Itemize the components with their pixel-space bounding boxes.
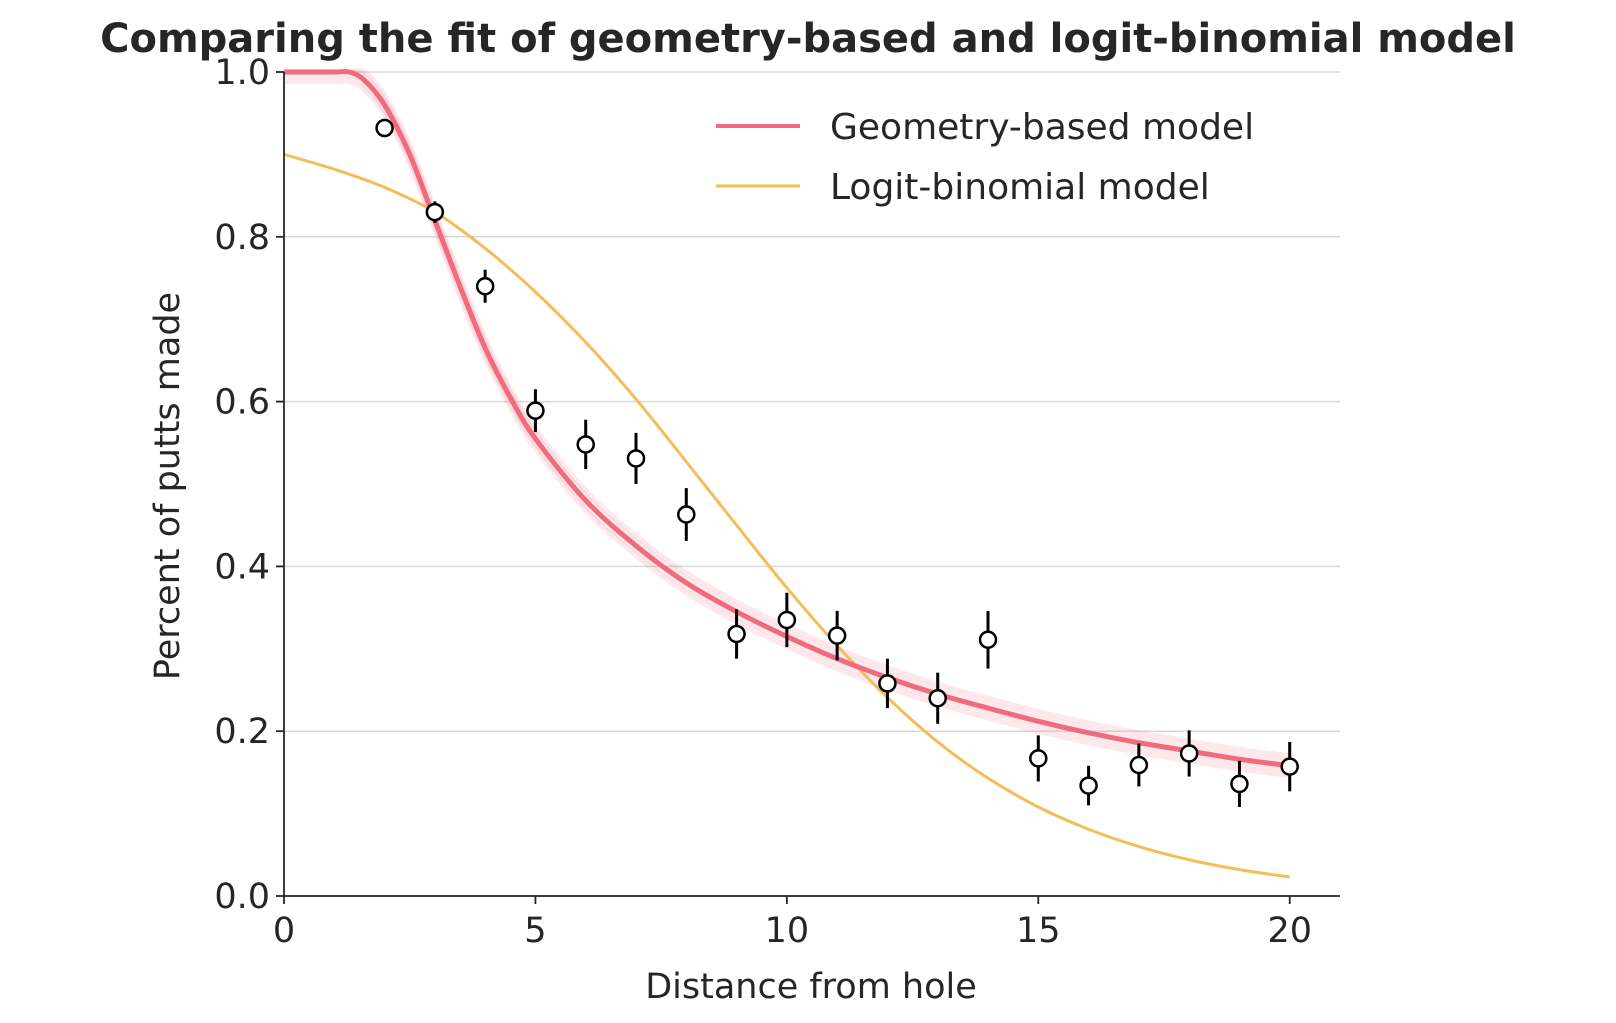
x-tick-label: 0: [273, 911, 295, 951]
x-tick-label: 15: [1016, 911, 1061, 951]
x-axis-label: Distance from hole: [645, 967, 977, 1007]
observed-marker: [425, 202, 445, 222]
series-lines: [283, 68, 1291, 879]
observed-marker: [878, 674, 897, 693]
legend-entry-logit: Logit-binomial model: [716, 167, 1210, 208]
observed-point: [425, 201, 445, 223]
tick-labels: 0 5 10 15 20 0.0 0.2 0.4 0.6 0.8 1.0: [214, 53, 1312, 951]
x-tick-label: 5: [524, 911, 546, 951]
observed-marker: [928, 688, 947, 708]
observed-marker: [576, 435, 595, 454]
observed-point: [1079, 765, 1098, 806]
observed-marker: [475, 276, 495, 296]
observed-point: [928, 672, 947, 724]
observed-marker: [1230, 774, 1249, 794]
y-axis-label: Percent of putts made: [148, 292, 188, 680]
y-tick-label: 0.6: [214, 383, 270, 423]
observed-point: [375, 118, 394, 138]
observed-marker: [777, 610, 797, 630]
observed-point: [878, 658, 897, 709]
observed-marker: [1079, 776, 1098, 795]
x-tick-label: 20: [1267, 911, 1312, 951]
series-line-logit: [283, 152, 1290, 879]
y-tick-label: 0.8: [214, 218, 270, 258]
observed-marker: [375, 118, 394, 138]
observed-point: [827, 610, 847, 661]
axes: [276, 71, 1340, 904]
observed-marker: [626, 449, 646, 468]
observed-point: [526, 389, 545, 433]
chart-title: Comparing the fit of geometry-based and …: [100, 16, 1516, 62]
y-tick-label: 0.2: [214, 712, 270, 752]
observed-marker: [526, 401, 545, 420]
observed-point: [576, 419, 595, 470]
observed-marker: [1179, 744, 1199, 763]
observed-point: [777, 592, 797, 648]
observed-marker: [1029, 749, 1048, 768]
observed-point: [475, 269, 495, 303]
x-tick-label: 10: [765, 911, 810, 951]
legend-label: Logit-binomial model: [830, 167, 1210, 208]
observed-marker: [978, 630, 998, 649]
observed-marker: [1280, 757, 1299, 776]
observed-point: [677, 488, 696, 541]
observed-marker: [1129, 755, 1149, 775]
y-tick-label: 1.0: [214, 53, 270, 93]
y-tick-label: 0.0: [214, 877, 270, 917]
observed-marker: [677, 505, 696, 524]
observed-point: [978, 610, 998, 669]
legend-entry-geometry: Geometry-based model: [716, 107, 1254, 148]
observed-points: [375, 118, 1299, 808]
observed-point: [1179, 730, 1199, 777]
observed-point: [1280, 741, 1299, 792]
observed-marker: [727, 624, 746, 644]
series-line-geometry: [284, 68, 1291, 769]
legend: Geometry-based model Logit-binomial model: [716, 107, 1254, 208]
observed-point: [1129, 743, 1149, 787]
observed-marker: [827, 626, 847, 645]
geometry-draw-3: [284, 67, 1291, 759]
observed-point: [626, 432, 646, 484]
observed-point: [727, 609, 746, 659]
observed-point: [1230, 760, 1249, 808]
y-tick-label: 0.4: [214, 547, 270, 587]
legend-label: Geometry-based model: [830, 107, 1254, 148]
observed-point: [1029, 735, 1048, 782]
